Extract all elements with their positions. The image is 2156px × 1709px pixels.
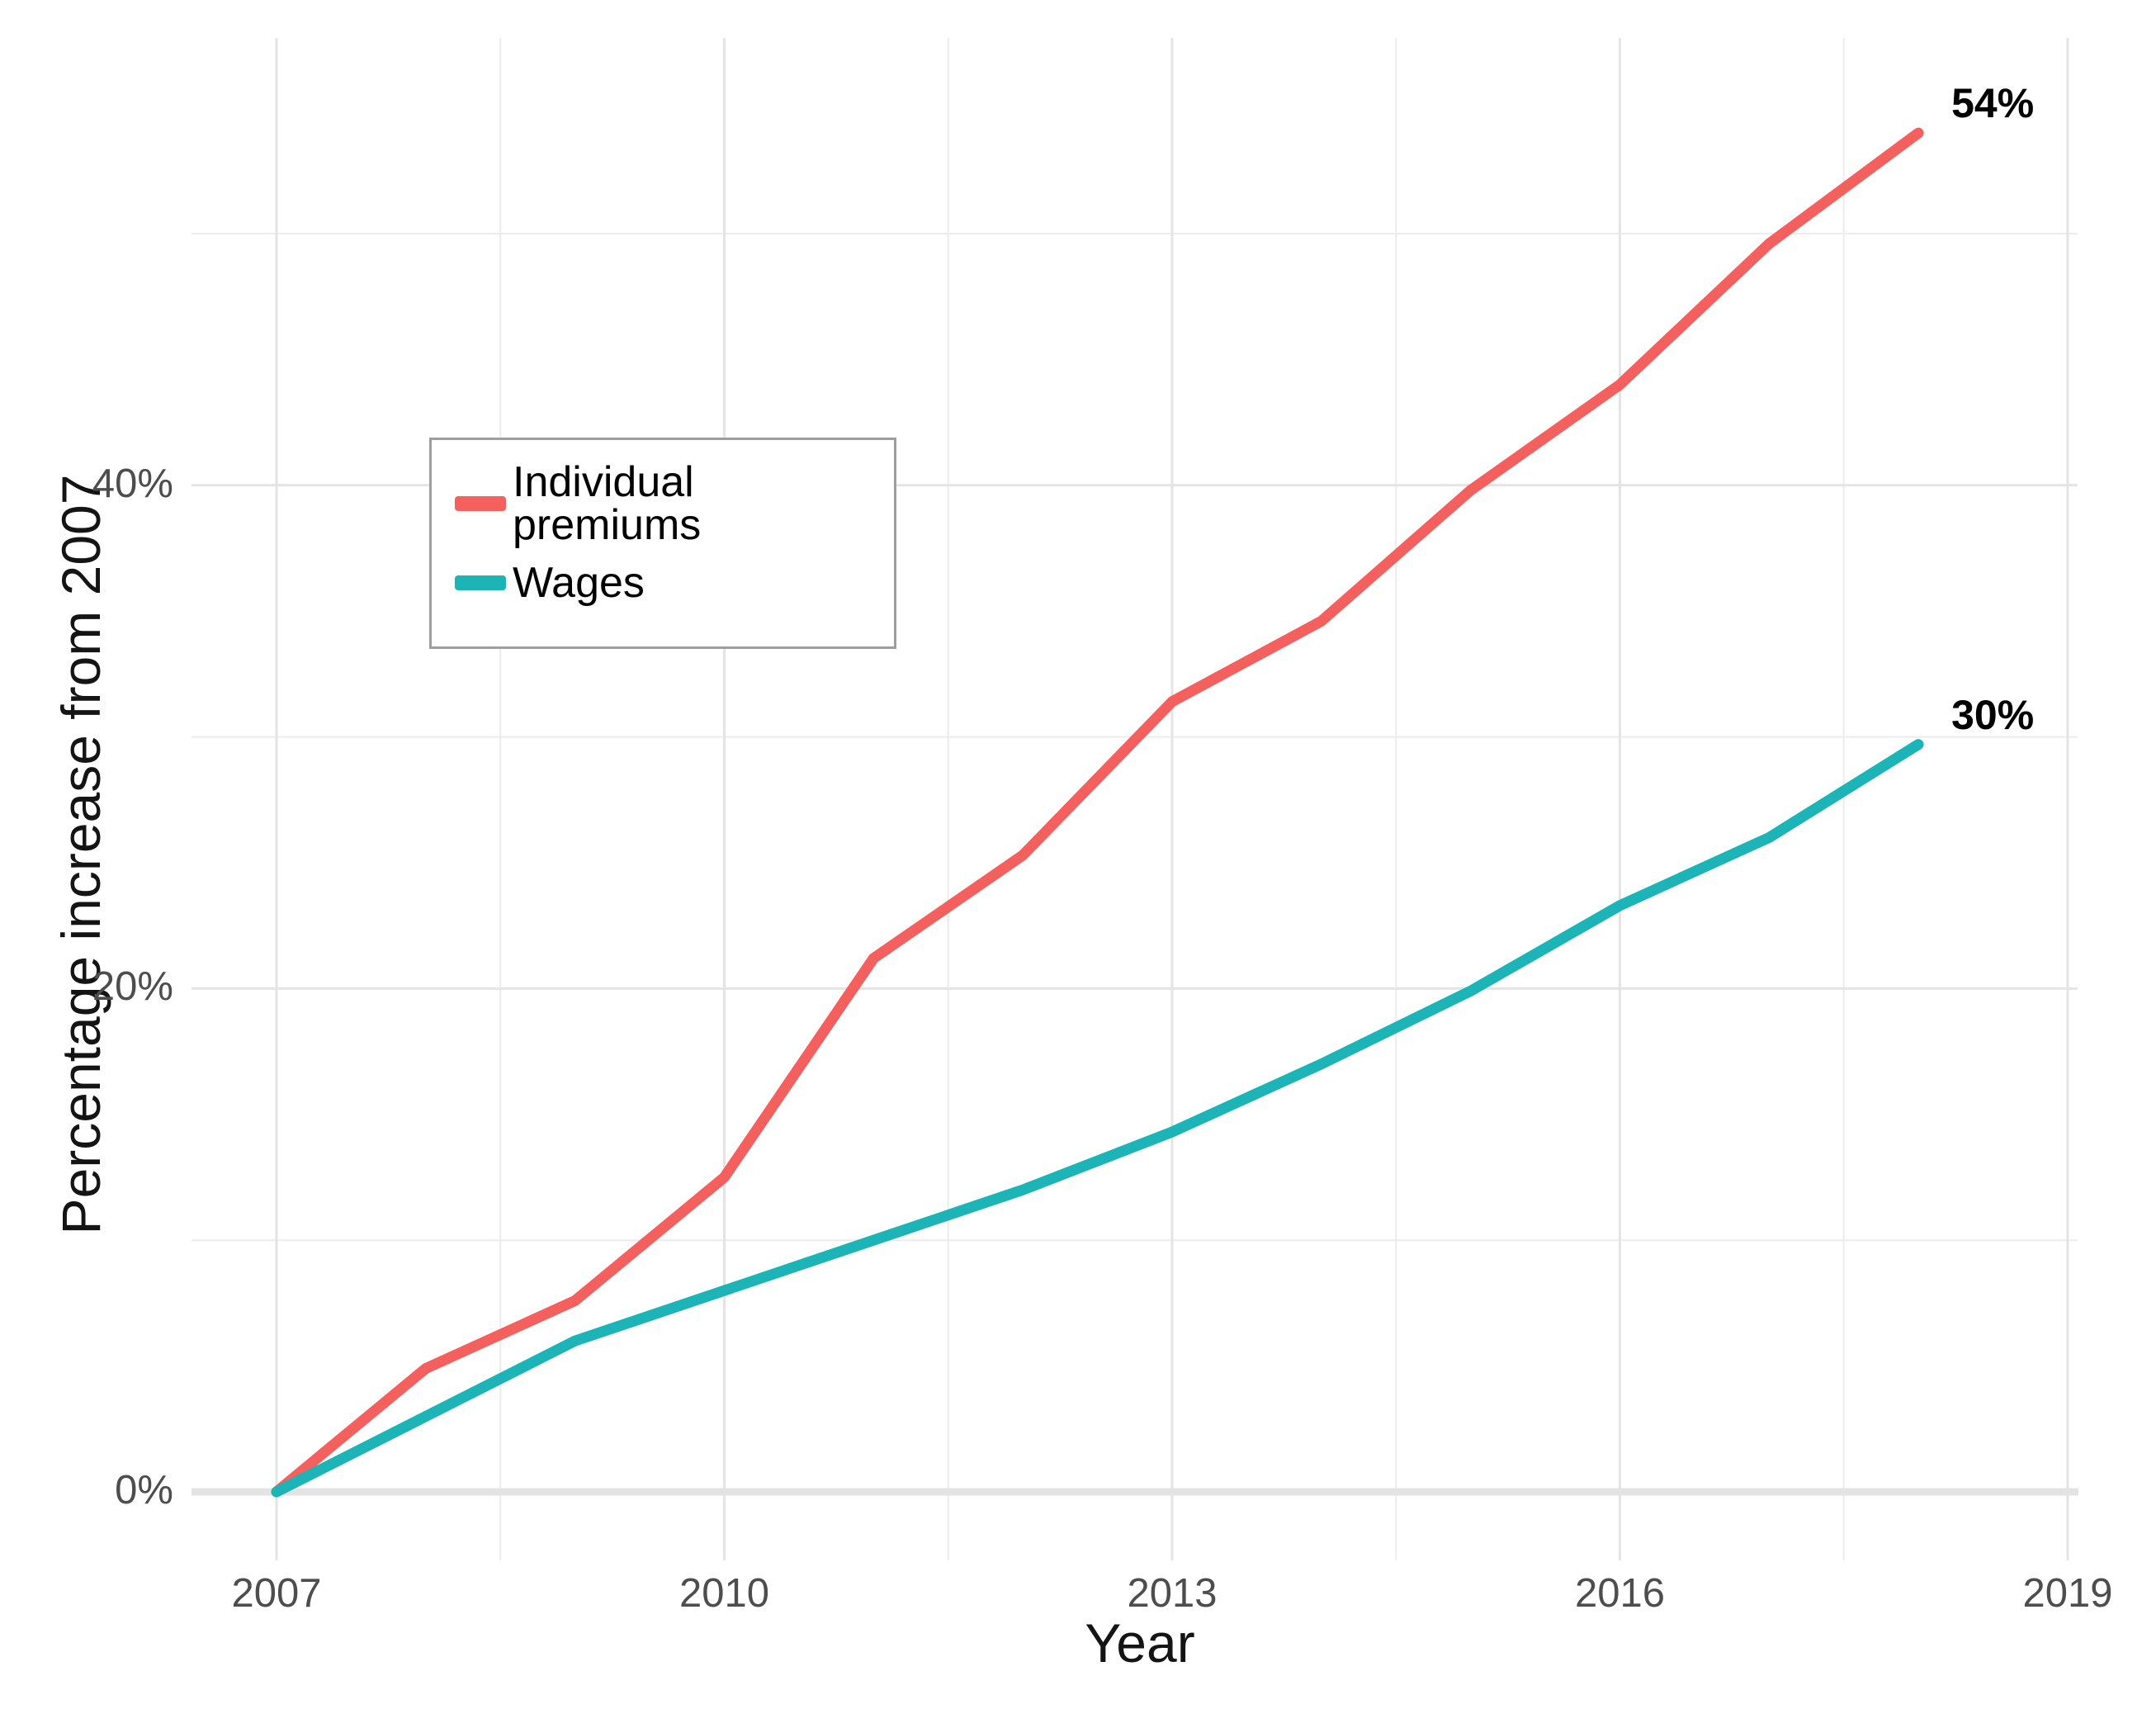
y-tick-label: 0% [115,1468,173,1513]
x-tick-label: 2010 [678,1571,769,1616]
legend-label: Individual premiums [513,458,702,549]
legend-swatch-icon [455,496,506,511]
legend-swatch-icon [455,575,506,590]
y-axis-title: Percentage increase from 2007 [50,474,111,1235]
x-tick-label: 2016 [1574,1571,1665,1616]
y-tick-label: 20% [92,964,173,1010]
legend-label: Wages [513,559,645,607]
series-line-wages [271,739,1924,1498]
x-tick-label: 2019 [2022,1571,2113,1616]
end-value-label-wages: 30% [1951,691,2035,738]
x-axis-title: Year [1085,1612,1195,1673]
x-tick-label: 2013 [1127,1571,1217,1616]
legend-item: Wages [455,554,894,612]
legend: Individual premiums Wages [429,438,896,649]
end-value-label-individual-premiums: 54% [1951,80,2035,127]
legend-item: Individual premiums [455,461,894,547]
series-line-individual-premiums [271,127,1924,1498]
y-tick-label: 40% [92,461,173,506]
x-tick-label: 2007 [231,1571,322,1616]
